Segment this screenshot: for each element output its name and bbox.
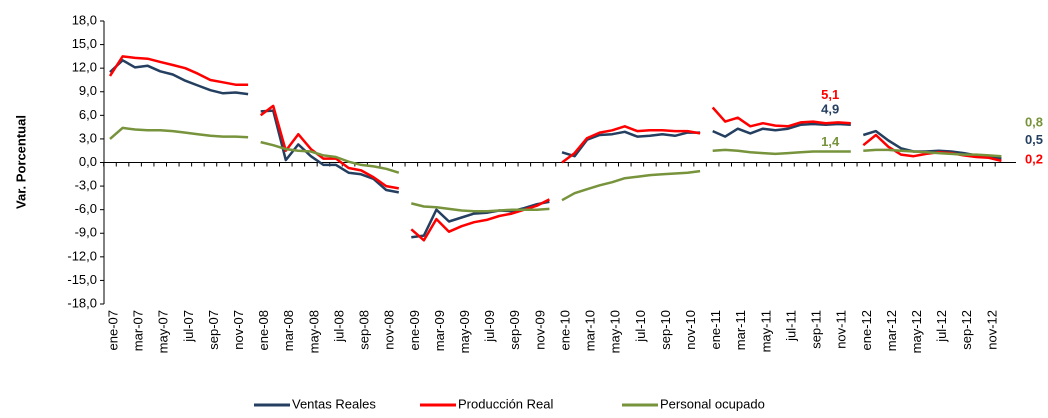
x-tick-label: sep-07 (206, 310, 221, 350)
x-tick-label: may-10 (608, 310, 623, 353)
y-tick-label: 9,0 (79, 83, 97, 98)
data-label: 1,4 (821, 134, 840, 149)
data-label: 5,1 (821, 87, 839, 102)
x-tick-label: ene-12 (859, 310, 874, 350)
y-tick-label: 0,0 (79, 154, 97, 169)
y-tick-label: -6,0 (75, 201, 97, 216)
x-tick-label: jul-07 (181, 310, 196, 343)
x-tick-label: jul-09 (482, 310, 497, 343)
x-tick-label: nov-08 (382, 310, 397, 350)
x-tick-label: jul-10 (633, 310, 648, 343)
x-tick-label: sep-12 (959, 310, 974, 350)
x-tick-label: ene-07 (105, 310, 120, 350)
series-line (108, 55, 1002, 242)
x-tick-label: ene-10 (557, 310, 572, 350)
x-tick-label: nov-07 (231, 310, 246, 350)
x-tick-label: may-08 (306, 310, 321, 353)
x-tick-label: jul-12 (934, 310, 949, 343)
x-tick-label: ene-11 (708, 310, 723, 350)
y-tick-label: 18,0 (72, 12, 97, 27)
x-tick-label: mar-10 (583, 310, 598, 351)
series-line (109, 59, 1002, 239)
legend-label: Ventas Reales (292, 396, 376, 411)
y-tick-label: -9,0 (75, 225, 97, 240)
data-label: 4,9 (821, 101, 839, 116)
x-tick-label: ene-08 (256, 310, 271, 350)
x-tick-label: may-11 (758, 310, 773, 352)
y-tick-label: 3,0 (79, 130, 97, 145)
x-tick-label: sep-08 (357, 310, 372, 350)
x-tick-label: nov-09 (532, 310, 547, 350)
x-tick-label: jul-11 (783, 310, 798, 342)
data-label: 0,8 (1025, 115, 1043, 130)
x-tick-label: mar-09 (432, 310, 447, 351)
y-tick-label: -15,0 (67, 272, 97, 287)
x-tick-label: mar-11 (733, 310, 748, 350)
x-tick-label: mar-07 (131, 310, 146, 351)
x-tick-label: mar-12 (884, 310, 899, 351)
x-tick-label: nov-10 (683, 310, 698, 350)
x-tick-label: sep-09 (507, 310, 522, 350)
y-axis-title: Var. Porcentual (13, 115, 28, 209)
y-tick-label: -12,0 (67, 248, 97, 263)
series-line (109, 126, 1002, 213)
y-tick-label: 15,0 (72, 36, 97, 51)
legend-label: Producción Real (458, 396, 553, 411)
x-tick-label: sep-11 (809, 310, 824, 349)
y-tick-label: -18,0 (67, 295, 97, 310)
x-tick-label: sep-10 (658, 310, 673, 350)
x-tick-label: may-09 (457, 310, 472, 353)
x-tick-label: ene-09 (407, 310, 422, 350)
legend-label: Personal ocupado (660, 396, 765, 411)
x-tick-label: jul-08 (331, 310, 346, 343)
x-tick-label: nov-12 (984, 310, 999, 350)
y-tick-label: 6,0 (79, 107, 97, 122)
x-tick-label: may-07 (156, 310, 171, 353)
x-tick-label: may-12 (909, 310, 924, 353)
y-tick-label: 12,0 (72, 60, 97, 75)
data-label: 0,5 (1025, 132, 1043, 147)
x-tick-label: nov-11 (834, 310, 849, 349)
x-tick-label: mar-08 (281, 310, 296, 351)
data-label: 0,2 (1025, 151, 1043, 166)
y-tick-label: -3,0 (75, 178, 97, 193)
